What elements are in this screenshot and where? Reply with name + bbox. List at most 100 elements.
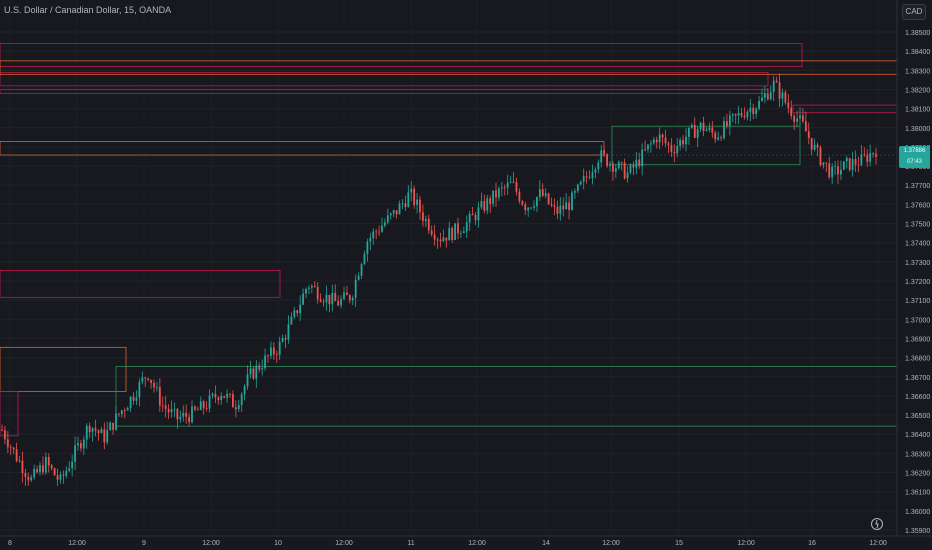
candle-body — [410, 188, 413, 193]
time-axis-label: 12:00 — [202, 540, 220, 547]
candle-body — [597, 162, 600, 170]
currency-button[interactable]: CAD — [902, 4, 926, 20]
candle-body — [88, 425, 91, 433]
candle-body — [775, 80, 778, 83]
candle-body — [650, 143, 652, 145]
candle-body — [498, 188, 500, 198]
price-axis-label: 1.36000 — [905, 509, 930, 516]
candle-body — [27, 476, 30, 481]
candle-body — [196, 409, 199, 411]
supply-zone[interactable] — [0, 141, 605, 156]
candle-body — [544, 193, 547, 196]
candle-body — [500, 187, 503, 189]
candle-body — [816, 144, 819, 148]
candle-body — [30, 477, 33, 481]
candle-body — [869, 153, 872, 162]
candle-body — [194, 406, 196, 410]
price-axis-label: 1.37200 — [905, 279, 930, 286]
supply-zone[interactable] — [0, 346, 127, 392]
candle-body — [173, 408, 176, 410]
candle-body — [272, 347, 275, 355]
replay-icon[interactable] — [870, 517, 884, 531]
time-axis-label: 15 — [675, 540, 683, 547]
candle-body — [737, 113, 740, 116]
candle-body — [579, 181, 582, 185]
candle-body — [164, 405, 167, 409]
candle-body — [71, 461, 74, 469]
candle-body — [74, 445, 76, 462]
candle-body — [714, 132, 717, 140]
candle-body — [620, 162, 623, 163]
price-axis[interactable]: 1.38500 1.38400 1.38300 1.38200 1.38100 1.380… — [905, 30, 930, 535]
candle-body — [486, 198, 489, 211]
candle-body — [369, 237, 372, 242]
candle-body — [275, 354, 278, 356]
candle-body — [354, 279, 357, 298]
candle-body — [658, 134, 661, 143]
supply-zone[interactable] — [0, 270, 281, 298]
candle-body — [246, 374, 249, 387]
supply-zone[interactable] — [0, 71, 769, 87]
price-axis-label: 1.38000 — [905, 126, 930, 133]
candle-body — [667, 143, 670, 145]
supply-zone[interactable] — [0, 89, 769, 94]
candle-body — [316, 286, 319, 300]
candle-body — [445, 237, 448, 241]
candle-body — [223, 396, 226, 398]
candle-body — [837, 166, 839, 175]
candle-body — [205, 408, 208, 410]
candle-body — [401, 203, 404, 205]
candle-body — [524, 204, 527, 211]
demand-zone[interactable] — [611, 125, 801, 166]
time-axis[interactable]: 8 12:00 9 12:00 10 12:00 11 12:00 14 12:00 15 12:00… — [8, 540, 887, 547]
candle-body — [56, 475, 59, 480]
supply-zone[interactable] — [0, 391, 19, 437]
candle-body — [521, 201, 524, 205]
candle-body — [386, 215, 389, 223]
candle-body — [182, 412, 185, 417]
price-axis-label: 1.35900 — [905, 528, 930, 535]
supply-zone[interactable] — [0, 43, 803, 68]
candle-body — [740, 113, 743, 116]
price-axis-label: 1.38100 — [905, 107, 930, 114]
candle-body — [348, 295, 351, 301]
candle-body — [357, 275, 360, 280]
candle-body — [436, 239, 439, 241]
candle-body — [237, 404, 240, 410]
candle-body — [322, 301, 325, 303]
candle-body — [360, 264, 363, 276]
candle-body — [851, 158, 854, 171]
candle-body — [804, 121, 807, 132]
candle-body — [790, 107, 793, 117]
candle-body — [395, 210, 398, 215]
candle-body — [278, 341, 281, 355]
candle-body — [810, 137, 813, 150]
candle-body — [36, 468, 38, 473]
candle-body — [842, 161, 845, 170]
candle-body — [509, 181, 512, 183]
candle-body — [334, 293, 337, 302]
candle-body — [474, 215, 477, 221]
candle-body — [343, 292, 345, 299]
candle-body — [82, 439, 85, 449]
candle-body — [699, 122, 702, 129]
candle-body — [571, 192, 573, 211]
candle-body — [693, 125, 696, 138]
price-axis-label: 1.37700 — [905, 183, 930, 190]
candle-body — [53, 468, 56, 476]
candle-body — [255, 365, 258, 379]
candle-body — [872, 153, 874, 154]
candle-body — [252, 368, 255, 379]
candle-body — [690, 125, 693, 128]
time-axis-label: 12:00 — [602, 540, 620, 547]
candle-body — [559, 205, 562, 214]
candle-body — [764, 93, 766, 98]
candle-body — [340, 298, 342, 306]
candle-body — [840, 169, 842, 175]
candle-body — [655, 139, 658, 143]
candle-body — [430, 230, 433, 235]
candle-body — [91, 428, 94, 433]
candle-body — [530, 207, 532, 209]
candle-body — [384, 222, 386, 226]
